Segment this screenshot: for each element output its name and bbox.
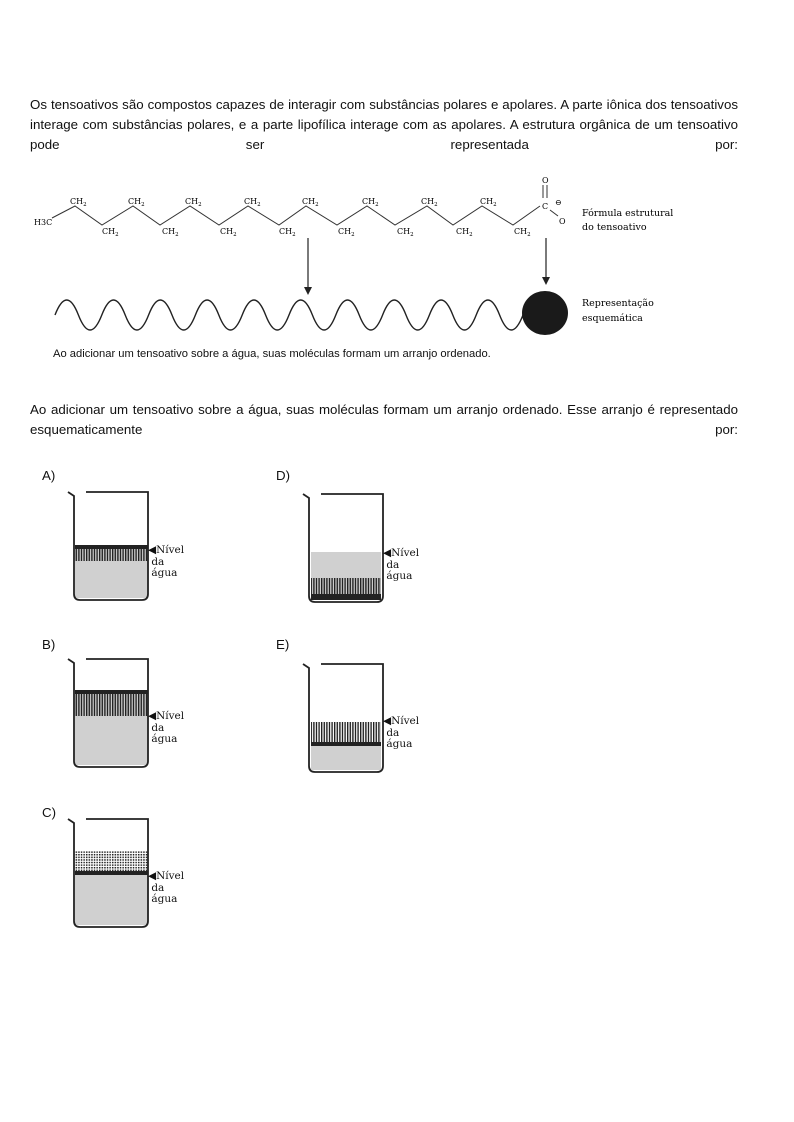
- schema-label-line2: esquemática: [582, 313, 643, 324]
- chain-upper-ch2: CH2: [362, 197, 379, 208]
- level-arrow-icon: ◀: [148, 544, 157, 556]
- chain-lower-ch2: CH2: [514, 227, 531, 238]
- beaker-option-a[interactable]: [60, 488, 160, 606]
- question-paragraph: Ao adicionar um tensoativo sobre a água,…: [30, 402, 738, 437]
- head-arrow: [542, 238, 550, 285]
- start-group-label: H3C: [34, 218, 52, 227]
- beaker-option-e[interactable]: [295, 660, 395, 778]
- chain-lower-ch2: CH2: [279, 227, 296, 238]
- schema-label-line1: Representação: [582, 298, 654, 309]
- level-arrow-icon: ◀: [148, 870, 157, 882]
- formula-label-line2: do tensoativo: [582, 222, 647, 233]
- option-a-label: A): [42, 468, 56, 483]
- option-e-label: E): [276, 637, 290, 652]
- level-arrow-icon: ◀: [383, 547, 392, 559]
- beaker-option-d[interactable]: [295, 490, 395, 608]
- chain-upper-ch2: CH2: [421, 197, 438, 208]
- water-level-label-c: ◀Nível da água: [148, 870, 185, 905]
- chain-lower-ch2: CH2: [338, 227, 355, 238]
- carbonyl-oxygen-label: O: [542, 176, 549, 185]
- chain-upper-ch2: CH2: [128, 197, 145, 208]
- water-level-label-d: ◀Nível da água: [383, 547, 420, 582]
- chain-lower-ch2: CH2: [220, 227, 237, 238]
- chain-lower-ch2: CH2: [456, 227, 473, 238]
- water-level-label-b: ◀Nível da água: [148, 710, 185, 745]
- chain-upper-ch2: CH2: [70, 197, 87, 208]
- lipophilic-tail-wave: [54, 299, 524, 331]
- level-arrow-icon: ◀: [148, 710, 157, 722]
- level-arrow-icon: ◀: [383, 715, 392, 727]
- anion-oxygen-label: O: [559, 217, 566, 226]
- chain-upper-ch2: CH2: [185, 197, 202, 208]
- chain-upper-ch2: CH2: [302, 197, 319, 208]
- intro-paragraph: Os tensoativos são compostos capazes de …: [30, 97, 738, 152]
- chain-lower-ch2: CH2: [102, 227, 119, 238]
- option-d-label: D): [276, 468, 291, 483]
- surfactant-figure: H3C CH2 CH2 CH2 CH2 CH2 CH2 CH2 CH2 CH2 CH2 CH2 CH…: [30, 170, 750, 375]
- chain-lower-ch2: CH2: [397, 227, 414, 238]
- charge-symbol: ⊖: [555, 198, 562, 207]
- surfactant-structure-diagram: H3C CH2 CH2 CH2 CH2 CH2 CH2 CH2 CH2 CH2 CH2 CH2 CH…: [34, 176, 673, 335]
- water-level-label-e: ◀Nível da água: [383, 715, 420, 750]
- carboxyl-carbon-label: C: [542, 202, 548, 211]
- beaker-option-b[interactable]: [60, 655, 160, 773]
- chain-upper-ch2: CH2: [480, 197, 497, 208]
- ionic-head-circle: [522, 291, 568, 335]
- option-b-label: B): [42, 637, 56, 652]
- figure-caption: Ao adicionar um tensoativo sobre a água,…: [53, 348, 491, 360]
- beaker-option-c[interactable]: [60, 815, 160, 933]
- tail-arrow: [304, 238, 312, 295]
- chain-lower-ch2: CH2: [162, 227, 179, 238]
- chain-upper-ch2: CH2: [244, 197, 261, 208]
- formula-label-line1: Fórmula estrutural: [582, 208, 673, 219]
- option-c-label: C): [42, 805, 57, 820]
- water-level-label-a: ◀Nível da água: [148, 544, 185, 579]
